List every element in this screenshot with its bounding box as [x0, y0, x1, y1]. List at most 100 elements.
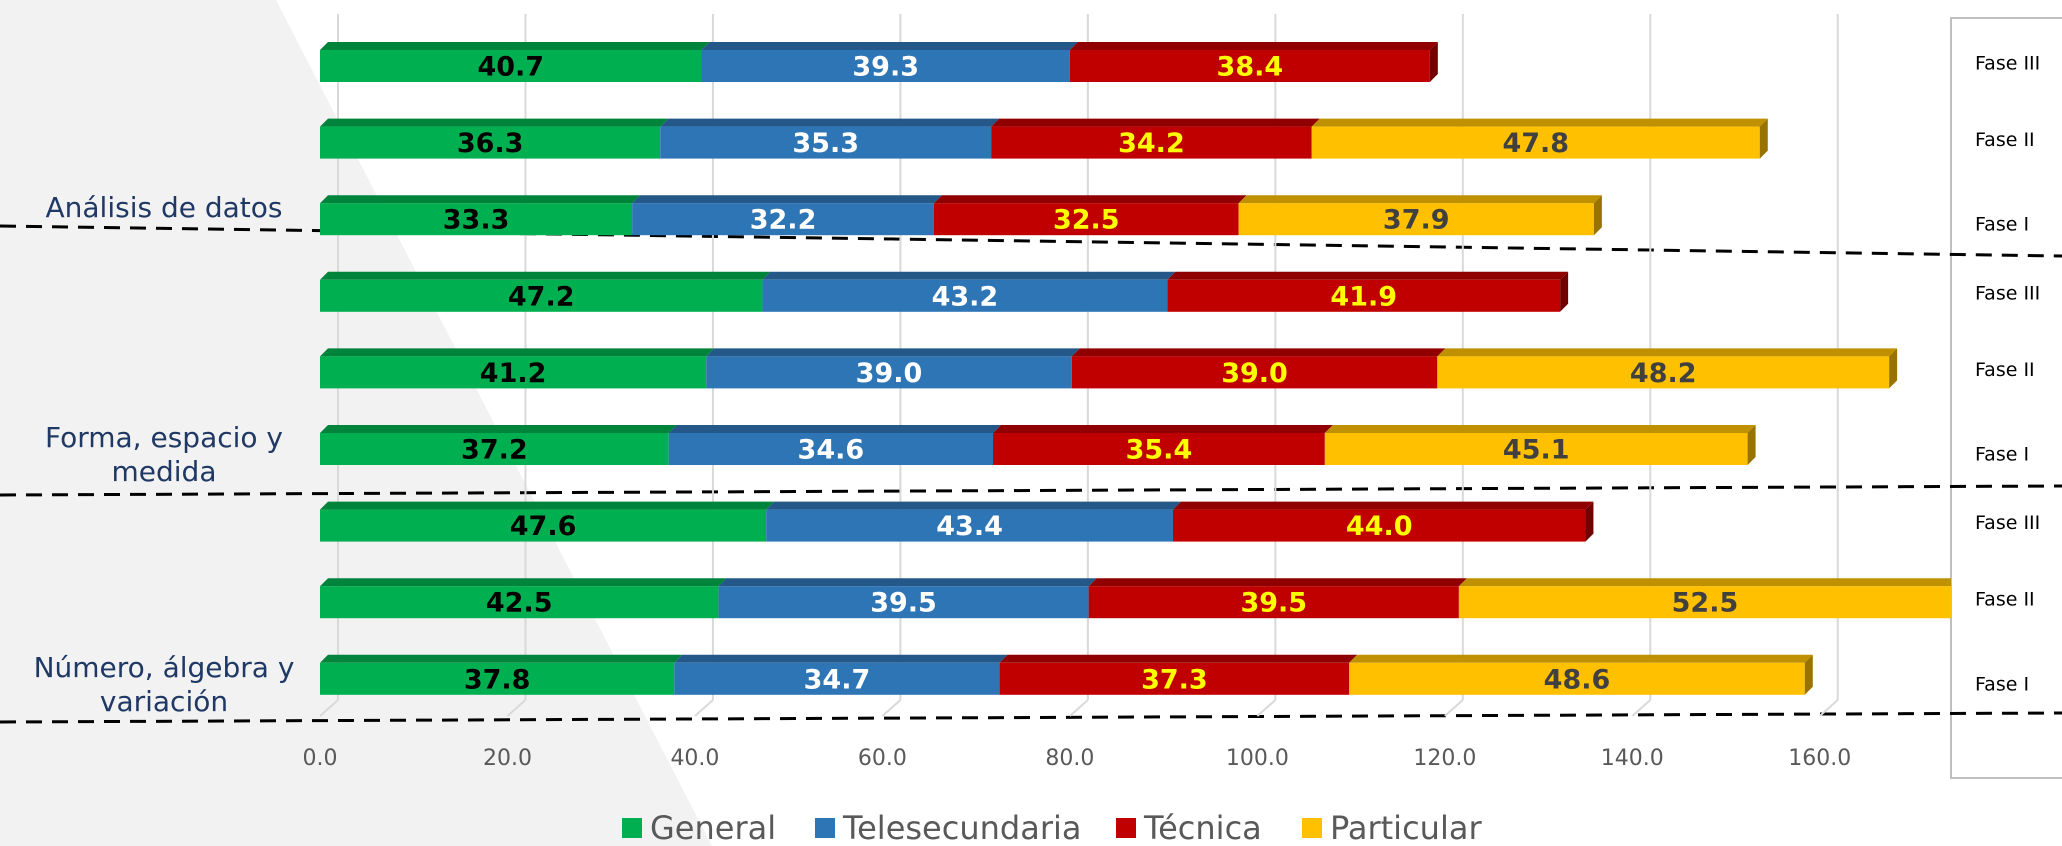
bar-segment [993, 433, 1325, 465]
value-label: 41.2 [480, 358, 547, 389]
value-label: 32.5 [1053, 205, 1120, 236]
bar-top [320, 118, 669, 127]
bar-top [674, 654, 1008, 663]
phase-label: Fase I [1975, 444, 2029, 466]
x-tick-label: 60.0 [858, 746, 907, 771]
bar-top [933, 195, 1247, 204]
x-tick-label: 140.0 [1601, 746, 1664, 771]
bar-segment [1311, 126, 1760, 159]
value-label: 48.2 [1630, 358, 1697, 389]
bar-top [701, 42, 1078, 50]
value-label: 42.5 [486, 588, 553, 619]
phase-label: Fase I [1975, 214, 2029, 236]
value-label: 34.6 [798, 435, 865, 466]
value-label: 39.3 [852, 52, 919, 83]
bar-segment [1069, 50, 1430, 82]
value-label: 34.7 [804, 664, 871, 695]
value-label: 43.4 [936, 511, 1003, 542]
value-label: 39.5 [870, 588, 937, 619]
phase-label: Fase I [1975, 673, 2029, 695]
bar-segment [1349, 662, 1805, 695]
value-label: 39.5 [1240, 588, 1307, 619]
value-label: 32.2 [750, 205, 817, 236]
bar-top [706, 348, 1080, 357]
bar-segment [320, 50, 702, 82]
bar-top [320, 578, 727, 587]
background-shape [0, 0, 712, 846]
bar-side [1593, 195, 1602, 236]
value-label: 48.6 [1544, 664, 1611, 695]
bar-top [668, 425, 1002, 433]
phase-label: Fase III [1975, 282, 2040, 304]
bar-top [320, 501, 775, 510]
bar-segment [320, 203, 633, 236]
bar-segment [1238, 203, 1594, 236]
bar-top [762, 271, 1176, 280]
bar-side [1585, 501, 1594, 542]
bar-top [766, 501, 1181, 510]
group-divider [0, 711, 2062, 724]
value-label: 37.8 [464, 664, 531, 695]
bar-top [999, 654, 1358, 663]
bar-top [991, 118, 1320, 127]
bar-side [1560, 271, 1569, 312]
grid-line-floor [1444, 699, 1464, 717]
bar-segment [1167, 279, 1561, 312]
legend-swatch [1116, 818, 1136, 838]
value-label: 37.2 [461, 435, 528, 466]
phase-label: Fase II [1975, 129, 2035, 151]
bar-top [632, 195, 942, 204]
bar-top [993, 425, 1333, 433]
group-label: Forma, espacio y medida [44, 421, 283, 488]
bar-segment [933, 203, 1239, 236]
grid-line-floor [694, 699, 714, 717]
bar-segment [762, 279, 1168, 312]
bar-side [1804, 654, 1813, 695]
grid-line-floor [1819, 699, 1839, 717]
bar-top [718, 578, 1097, 587]
legend-swatch [622, 818, 642, 838]
value-label: 39.0 [856, 358, 923, 389]
group-divider [0, 484, 2062, 497]
bar-top [1458, 578, 1951, 587]
bar-side [1429, 42, 1438, 82]
value-label: 44.0 [1346, 511, 1413, 542]
bar-segment [632, 203, 934, 236]
bar-top [1167, 271, 1569, 280]
bar-segment [1458, 586, 1951, 619]
value-label: 37.3 [1141, 664, 1208, 695]
bar-segment [706, 356, 1072, 389]
value-label: 40.7 [477, 52, 544, 83]
grid-line-floor [1069, 699, 1089, 717]
bar-side [1747, 425, 1756, 465]
value-label: 47.2 [508, 281, 575, 312]
value-label: 47.8 [1502, 128, 1569, 159]
grid-line-floor [881, 699, 902, 717]
x-tick-label: 120.0 [1413, 746, 1476, 771]
x-tick-label: 40.0 [670, 746, 719, 771]
bar-top [1324, 425, 1756, 433]
bar-top [320, 654, 683, 663]
legend-swatch [815, 818, 835, 838]
bar-top [320, 425, 677, 433]
phase-label: Fase III [1975, 512, 2040, 534]
bar-top [320, 348, 715, 357]
bar-top [1238, 195, 1602, 204]
bar-segment [320, 509, 767, 542]
value-label: 45.1 [1503, 435, 1570, 466]
phase-label: Fase II [1975, 359, 2035, 381]
bar-segment [320, 126, 661, 159]
bar-segment [991, 126, 1312, 159]
bar-top [1172, 501, 1594, 510]
bar-segment [320, 433, 669, 465]
bar-segment [766, 509, 1173, 542]
group-label: Análisis de datos [45, 191, 283, 225]
bar-top [1071, 348, 1446, 357]
x-tick-label: 80.0 [1045, 746, 1094, 771]
legend-label: Técnica [1143, 809, 1262, 846]
bar-top [320, 42, 710, 50]
bar-segment [320, 356, 707, 389]
value-label: 34.2 [1118, 128, 1185, 159]
x-tick-label: 100.0 [1226, 746, 1289, 771]
